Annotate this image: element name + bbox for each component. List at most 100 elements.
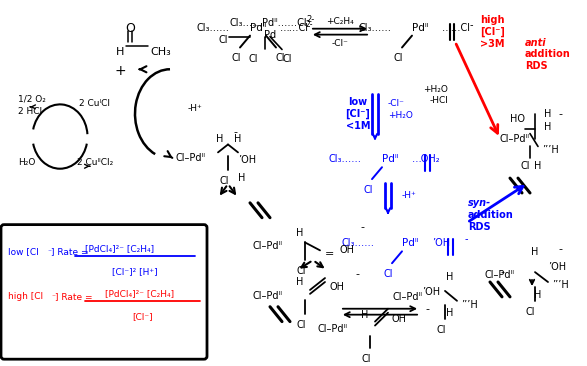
Text: Cl–Pdᴵᴵ: Cl–Pdᴵᴵ: [253, 242, 283, 251]
Text: -: -: [470, 20, 474, 30]
Text: Cl: Cl: [296, 266, 306, 276]
Text: +C₂H₄: +C₂H₄: [326, 17, 354, 26]
Text: -: -: [233, 127, 237, 137]
Text: low [Cl: low [Cl: [8, 247, 39, 256]
Text: H: H: [446, 272, 454, 282]
Text: 2 CuᴵCl: 2 CuᴵCl: [79, 99, 110, 108]
Text: Cl₃……: Cl₃……: [359, 23, 392, 33]
Text: Cl: Cl: [383, 269, 393, 279]
Text: ’’’H: ’’’H: [552, 280, 569, 290]
Text: HO: HO: [510, 114, 525, 124]
Text: =: =: [325, 249, 335, 259]
Text: Cl: Cl: [525, 307, 535, 317]
Text: H: H: [544, 109, 551, 119]
Text: ] Rate =: ] Rate =: [55, 292, 93, 301]
Text: 2 HCl: 2 HCl: [18, 107, 42, 116]
Text: Pd: Pd: [264, 30, 276, 40]
Text: Cl–Pdᴵᴵ: Cl–Pdᴵᴵ: [393, 292, 423, 302]
Text: Cl: Cl: [361, 354, 371, 364]
Text: Cl: Cl: [220, 176, 229, 186]
Text: [PdCl₄]²⁻ [C₂H₄]: [PdCl₄]²⁻ [C₂H₄]: [106, 289, 174, 298]
Text: Cl–Pdᴵᴵ: Cl–Pdᴵᴵ: [485, 270, 515, 280]
Text: RDS: RDS: [525, 61, 548, 71]
Text: anti: anti: [525, 38, 546, 48]
Text: H: H: [362, 310, 369, 320]
Text: H: H: [534, 290, 542, 300]
Text: addition: addition: [525, 49, 571, 60]
Text: [Cl⁻]: [Cl⁻]: [480, 27, 505, 37]
Text: Cl: Cl: [283, 55, 292, 64]
Text: OH: OH: [340, 245, 355, 255]
Text: -: -: [500, 267, 504, 277]
Text: -Cl⁻: -Cl⁻: [332, 39, 349, 48]
Text: <1M: <1M: [346, 121, 370, 131]
Text: Cl: Cl: [436, 325, 446, 335]
Text: +H₂O: +H₂O: [388, 111, 413, 120]
Text: Cl₃……: Cl₃……: [329, 154, 362, 164]
Text: H: H: [296, 277, 303, 287]
Text: ……Cl: ……Cl: [442, 23, 471, 33]
Text: -H⁺: -H⁺: [188, 104, 203, 113]
Text: -HCl: -HCl: [429, 96, 448, 105]
Text: ’OH: ’OH: [548, 262, 566, 272]
Text: 2-: 2-: [306, 20, 313, 29]
Text: ’OH: ’OH: [422, 287, 440, 297]
Text: [Cl⁻]² [H⁺]: [Cl⁻]² [H⁺]: [112, 267, 158, 276]
Text: Pdᴵᴵ: Pdᴵᴵ: [411, 23, 429, 33]
Text: -: -: [355, 269, 359, 279]
Text: syn-: syn-: [468, 198, 491, 208]
Text: 2 CuᴵᴵCl₂: 2 CuᴵᴵCl₂: [77, 158, 113, 167]
Text: -: -: [425, 304, 429, 314]
Text: OH: OH: [330, 282, 345, 292]
Text: H: H: [238, 173, 246, 183]
Text: Cl–Pdᴵᴵ: Cl–Pdᴵᴵ: [176, 153, 206, 163]
Text: H: H: [234, 134, 242, 143]
Text: +H₂O: +H₂O: [423, 85, 448, 94]
Text: -: -: [558, 244, 562, 254]
Text: 1/2 O₂: 1/2 O₂: [18, 94, 46, 103]
Text: Cl₃……: Cl₃……: [342, 238, 375, 249]
Text: Cl: Cl: [296, 320, 306, 330]
FancyBboxPatch shape: [1, 225, 207, 359]
Text: RDS: RDS: [468, 222, 491, 232]
Text: high: high: [480, 15, 504, 25]
Text: Cl: Cl: [248, 55, 258, 64]
Text: H: H: [544, 122, 551, 132]
Text: -Cl⁻: -Cl⁻: [388, 99, 405, 108]
Text: ’’’H: ’’’H: [542, 145, 559, 156]
Text: H₂O: H₂O: [18, 158, 35, 167]
Text: Pdᴵᴵ: Pdᴵᴵ: [402, 238, 419, 249]
Text: +: +: [114, 64, 126, 78]
Text: …OH₂: …OH₂: [412, 154, 441, 164]
Text: -H⁺: -H⁺: [402, 191, 417, 201]
Text: -: -: [558, 109, 562, 119]
Text: Pdᴵᴵ: Pdᴵᴵ: [249, 23, 266, 33]
Text: addition: addition: [468, 210, 514, 220]
Text: ’OH: ’OH: [432, 238, 450, 249]
Text: 2-: 2-: [306, 15, 314, 24]
Text: [Cl⁻]: [Cl⁻]: [346, 109, 370, 119]
Text: low: low: [349, 97, 367, 107]
Text: Cl: Cl: [363, 185, 373, 195]
Text: Cl: Cl: [275, 53, 285, 63]
Text: -: -: [360, 223, 364, 232]
Text: ……Cl: ……Cl: [280, 23, 309, 33]
Text: ] Rate =: ] Rate =: [51, 247, 89, 256]
Text: Cl₃……Pdᴵᴵ……Cl: Cl₃……Pdᴵᴵ……Cl: [230, 18, 308, 28]
Text: ⁻: ⁻: [47, 247, 51, 256]
Text: OH: OH: [392, 314, 407, 324]
Text: O: O: [125, 22, 135, 35]
Text: Cl: Cl: [231, 53, 241, 63]
Text: H: H: [446, 308, 454, 318]
Text: ⁻: ⁻: [51, 292, 55, 301]
Text: Cl₃……: Cl₃……: [197, 23, 230, 33]
Text: Cl: Cl: [393, 53, 403, 63]
Text: Cl–Pdᴵᴵ: Cl–Pdᴵᴵ: [253, 291, 283, 301]
Text: ’’’H: ’’’H: [461, 300, 478, 310]
Text: Pdᴵᴵ: Pdᴵᴵ: [382, 154, 399, 164]
Text: [PdCl₄]²⁻ [C₂H₄]: [PdCl₄]²⁻ [C₂H₄]: [86, 244, 154, 253]
Text: CH₃: CH₃: [150, 46, 171, 56]
Text: Cl–Pdᴵᴵ: Cl–Pdᴵᴵ: [318, 324, 348, 333]
Text: Cl: Cl: [218, 35, 228, 45]
Text: Cl–Pdᴵᴵ: Cl–Pdᴵᴵ: [500, 134, 530, 143]
